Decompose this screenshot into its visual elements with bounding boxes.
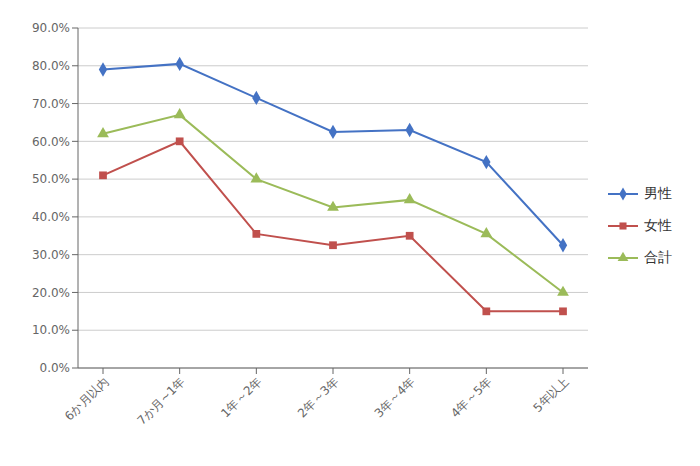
svg-text:10.0%: 10.0% [32, 323, 70, 337]
svg-text:50.0%: 50.0% [32, 172, 70, 186]
svg-text:40.0%: 40.0% [32, 210, 70, 224]
svg-text:4年～5年: 4年～5年 [448, 374, 494, 420]
svg-text:2年～3年: 2年～3年 [295, 374, 341, 420]
svg-text:20.0%: 20.0% [32, 286, 70, 300]
svg-text:60.0%: 60.0% [32, 135, 70, 149]
svg-text:6か月以内: 6か月以内 [62, 374, 111, 423]
html-text:男性: 男性 [644, 185, 672, 201]
svg-text:3年～4年: 3年～4年 [372, 374, 418, 420]
svg-text:30.0%: 30.0% [32, 248, 70, 262]
svg-text:1年～2年: 1年～2年 [218, 374, 264, 420]
svg-text:70.0%: 70.0% [32, 97, 70, 111]
svg-text:90.0%: 90.0% [32, 21, 70, 35]
svg-text:80.0%: 80.0% [32, 59, 70, 73]
svg-text:7か月~1年: 7か月~1年 [135, 374, 188, 427]
html-text:合計: 合計 [644, 249, 672, 265]
html-text:女性: 女性 [644, 217, 672, 233]
svg-text:5年以上: 5年以上 [530, 374, 571, 415]
svg-text:0.0%: 0.0% [40, 361, 71, 375]
